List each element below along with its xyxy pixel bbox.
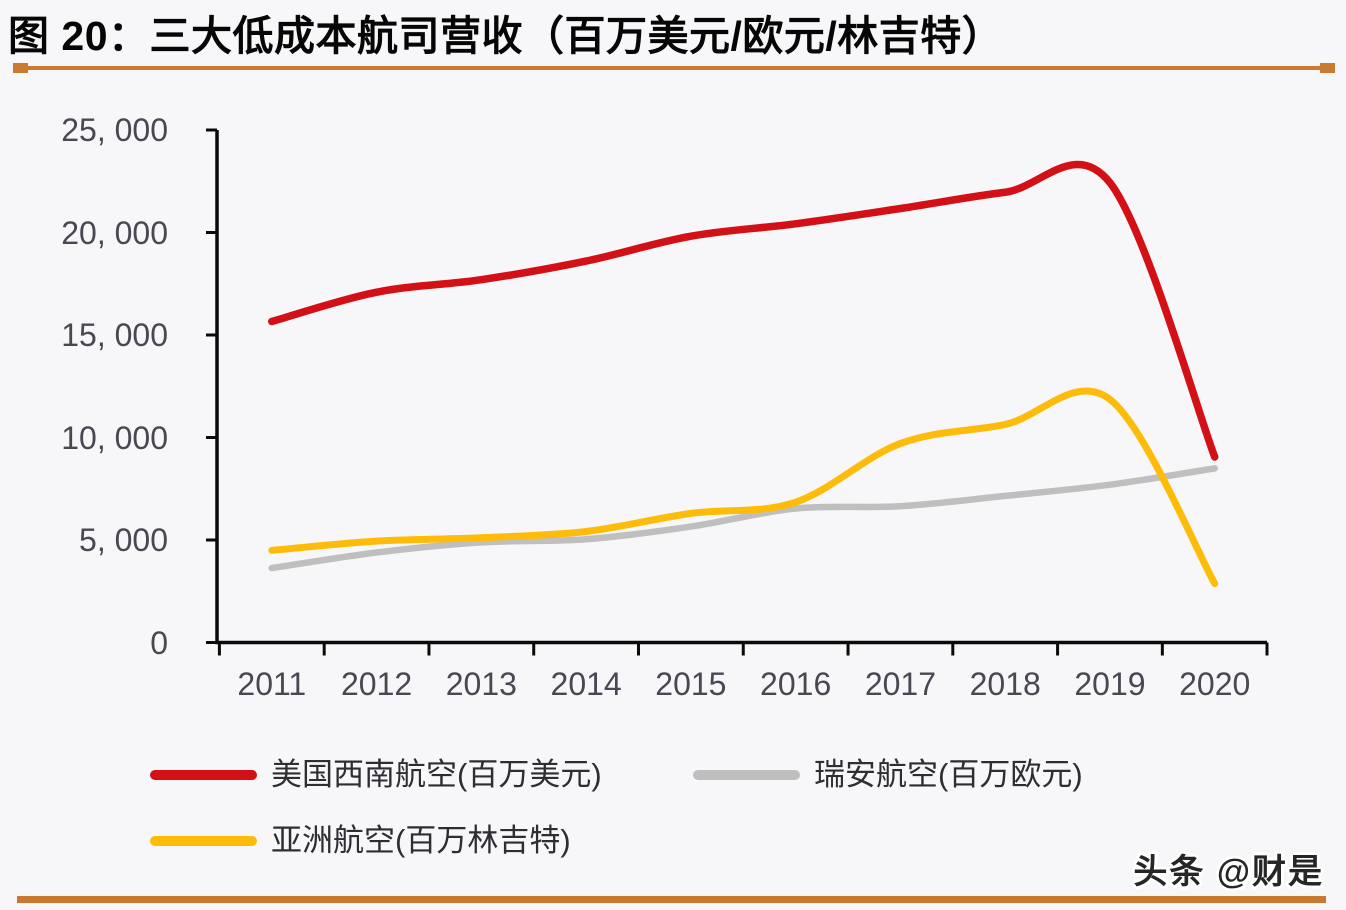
revenue-line-chart: 0 5, 000 10, 000 15, 000 20, 000 25, 000 2011 2… xyxy=(0,80,1346,720)
watermark: 头条 @财是 xyxy=(1133,853,1324,891)
series-line-airasia xyxy=(268,387,1219,588)
legend-label: 瑞安航空(百万欧元) xyxy=(814,757,1083,792)
title-underline xyxy=(13,66,1335,70)
legend-item-southwest-airlines: 美国西南航空(百万美元) xyxy=(150,756,602,794)
y-tick-label: 5, 000 xyxy=(79,522,168,558)
legend-item-airasia: 亚洲航空(百万林吉特) xyxy=(150,822,571,860)
series-line-ryanair xyxy=(268,465,1218,572)
series-line-southwest-airlines xyxy=(268,160,1219,461)
x-tick-label: 2016 xyxy=(760,666,832,702)
y-tick-label: 0 xyxy=(150,624,168,661)
x-tick-label: 2018 xyxy=(969,666,1041,702)
title-underline-right-cap xyxy=(1320,63,1335,73)
legend-swatch-ryanair xyxy=(693,770,800,780)
x-tick-label: 2011 xyxy=(237,666,307,702)
legend-swatch-airasia xyxy=(150,836,257,846)
x-tick-label: 2020 xyxy=(1179,666,1251,702)
bottom-rule xyxy=(17,896,1326,903)
legend-swatch-southwest-airlines xyxy=(150,770,257,780)
x-tick-label: 2013 xyxy=(445,666,517,702)
legend-label: 亚洲航空(百万林吉特) xyxy=(271,823,571,858)
figure-title: 图 20：三大低成本航司营收（百万美元/欧元/林吉特） xyxy=(8,13,1004,59)
x-tick-label: 2012 xyxy=(340,666,413,702)
y-tick-label: 15, 000 xyxy=(61,317,168,353)
legend-item-ryanair: 瑞安航空(百万欧元) xyxy=(693,756,1083,794)
legend-label: 美国西南航空(百万美元) xyxy=(271,757,602,792)
x-tick-label: 2019 xyxy=(1074,666,1146,702)
chart-canvas xyxy=(206,128,1269,656)
y-tick-label: 10, 000 xyxy=(61,419,168,456)
y-tick-label: 20, 000 xyxy=(61,214,168,251)
x-tick-label: 2017 xyxy=(864,666,936,702)
chart-legend: 美国西南航空(百万美元) 瑞安航空(百万欧元) 亚洲航空(百万林吉特) xyxy=(150,752,1210,872)
y-tick-label: 25, 000 xyxy=(61,112,168,148)
x-tick-label: 2015 xyxy=(655,666,727,702)
x-tick-label: 2014 xyxy=(550,666,622,702)
axes xyxy=(215,130,1267,645)
